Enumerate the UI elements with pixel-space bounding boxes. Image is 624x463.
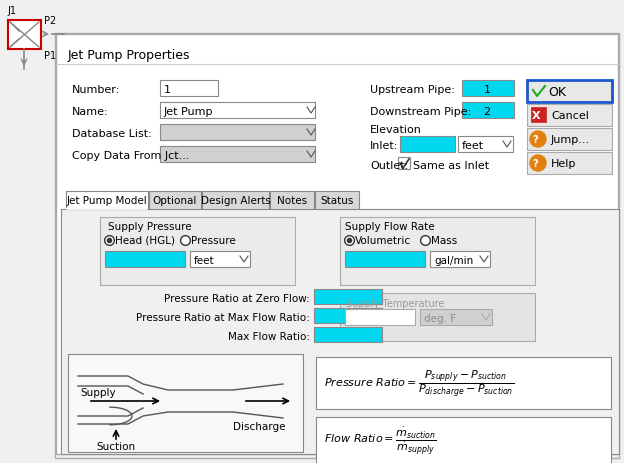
Text: Pressure: Pressure <box>191 236 236 245</box>
Text: ?: ? <box>532 159 538 169</box>
Bar <box>61 210 619 454</box>
Text: Design Alerts: Design Alerts <box>200 195 270 206</box>
Text: Upstream Pipe:: Upstream Pipe: <box>370 85 455 95</box>
Text: 1: 1 <box>164 85 171 95</box>
Text: Discharge: Discharge <box>233 421 286 431</box>
Bar <box>458 137 513 153</box>
Text: Downstream Pipe:: Downstream Pipe: <box>370 107 471 117</box>
Circle shape <box>530 156 546 172</box>
Bar <box>430 251 490 268</box>
Bar <box>531 108 546 123</box>
Bar <box>462 81 514 97</box>
Text: Help: Help <box>551 159 577 169</box>
Bar <box>420 309 492 325</box>
Text: ?: ? <box>532 135 538 144</box>
Text: Pressure Ratio at Max Flow Ratio:: Pressure Ratio at Max Flow Ratio: <box>136 313 310 322</box>
Text: Database List:: Database List: <box>72 129 152 139</box>
Bar <box>66 192 148 210</box>
Text: feet: feet <box>194 256 215 265</box>
Bar <box>314 308 382 323</box>
Text: Status: Status <box>320 195 354 206</box>
Bar <box>398 158 410 169</box>
Text: Mass: Mass <box>431 236 457 245</box>
Bar <box>190 251 250 268</box>
Text: X: X <box>532 111 540 121</box>
Bar <box>340 294 535 341</box>
Text: Suction: Suction <box>97 441 135 451</box>
Bar <box>105 251 185 268</box>
Text: Optional: Optional <box>153 195 197 206</box>
Bar <box>160 103 315 119</box>
Circle shape <box>530 131 546 148</box>
Bar <box>400 137 455 153</box>
Bar <box>314 327 382 342</box>
Bar <box>527 105 612 127</box>
Text: Elevation: Elevation <box>370 125 422 135</box>
Bar <box>160 125 315 141</box>
Text: feet: feet <box>462 141 484 150</box>
Bar <box>345 251 425 268</box>
Bar <box>316 357 611 409</box>
Text: Jump...: Jump... <box>551 135 590 144</box>
Text: Cancel: Cancel <box>551 111 589 121</box>
Bar <box>160 81 218 97</box>
Bar <box>149 192 201 210</box>
Text: Max Flow Ratio:: Max Flow Ratio: <box>228 332 310 341</box>
Text: P2: P2 <box>44 16 56 26</box>
Text: Jet Pump Properties: Jet Pump Properties <box>68 49 190 62</box>
Text: Outlet:: Outlet: <box>370 161 408 171</box>
Text: P1: P1 <box>44 51 56 61</box>
Text: $\mathit{Flow\ Ratio} = \dfrac{\dot{m}_{suction}}{\dot{m}_{supply}}$: $\mathit{Flow\ Ratio} = \dfrac{\dot{m}_{… <box>324 425 437 457</box>
Text: OK: OK <box>548 85 566 98</box>
Bar <box>8 21 41 50</box>
Bar <box>527 153 612 175</box>
Text: gal/min: gal/min <box>434 256 473 265</box>
Bar <box>314 289 382 304</box>
Text: deg. F: deg. F <box>424 313 456 323</box>
Text: $\mathit{Pressure\ Ratio} = \dfrac{P_{supply}-P_{suction}}{P_{discharge}-P_{suct: $\mathit{Pressure\ Ratio} = \dfrac{P_{su… <box>324 368 514 399</box>
Text: Supply Pressure: Supply Pressure <box>108 221 192 232</box>
Bar <box>100 218 295 285</box>
Bar <box>316 417 611 463</box>
Text: Pressure Ratio at Zero Flow:: Pressure Ratio at Zero Flow: <box>164 294 310 303</box>
Text: Head (HGL): Head (HGL) <box>115 236 175 245</box>
Text: 2: 2 <box>484 107 490 117</box>
Bar <box>315 192 359 210</box>
Bar <box>270 192 314 210</box>
Text: Volumetric: Volumetric <box>355 236 411 245</box>
Text: Supply: Supply <box>80 387 115 397</box>
Text: Copy Data From Jct...: Copy Data From Jct... <box>72 150 190 161</box>
Text: J1: J1 <box>7 6 16 16</box>
Bar <box>202 192 269 210</box>
Bar <box>340 218 535 285</box>
Text: 1: 1 <box>484 85 490 95</box>
Text: Same as Inlet: Same as Inlet <box>413 161 489 171</box>
Bar <box>527 129 612 150</box>
Text: Inlet:: Inlet: <box>370 141 398 150</box>
Bar <box>462 103 514 119</box>
Text: Name:: Name: <box>72 107 109 117</box>
Text: Jet Pump: Jet Pump <box>164 107 213 117</box>
Text: Notes: Notes <box>277 195 307 206</box>
Text: Supply Temperature: Supply Temperature <box>346 298 444 308</box>
Text: Jet Pump Model: Jet Pump Model <box>67 195 147 206</box>
Bar <box>527 81 612 103</box>
Text: Supply Flow Rate: Supply Flow Rate <box>345 221 435 232</box>
Bar <box>345 309 415 325</box>
Bar <box>160 147 315 163</box>
Bar <box>68 354 303 452</box>
Text: Number:: Number: <box>72 85 120 95</box>
